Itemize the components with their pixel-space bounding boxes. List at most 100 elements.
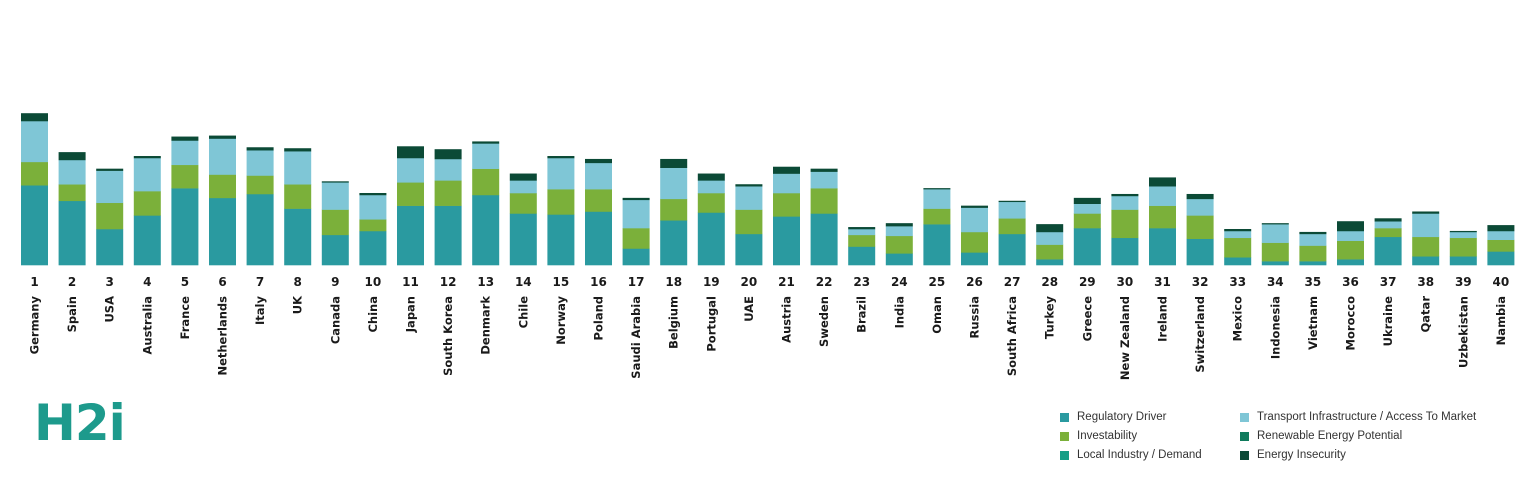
bar-segment-regulatory-driver-chile — [509, 213, 537, 266]
rank-label: 36 — [1342, 275, 1359, 289]
bar-segment-investability-spain — [58, 184, 86, 202]
bar-segment-energy-insecurity-netherlands — [209, 135, 236, 139]
bar-segment-investability-turkey — [1036, 244, 1064, 260]
bar-segment-transport-infrastructure-access-to-market-qatar — [1412, 213, 1440, 238]
rank-label: 6 — [218, 275, 226, 289]
country-label: Qatar — [1419, 296, 1433, 333]
rank-label: 24 — [891, 275, 908, 289]
bar-segment-investability-norway — [547, 189, 575, 215]
legend-item-investability: Investability — [1060, 428, 1240, 444]
country-label: Brazil — [855, 296, 869, 333]
bar-segment-regulatory-driver-saudi-arabia — [622, 248, 650, 266]
country-labels: Germany Spain USA Australia France Netherland… — [28, 295, 1508, 380]
bar-segment-investability-mexico — [1224, 237, 1252, 258]
bar-segment-regulatory-driver-france — [171, 188, 199, 266]
bar-segment-transport-infrastructure-access-to-market-japan — [397, 157, 424, 183]
bar-segment-transport-infrastructure-access-to-market-poland — [585, 162, 612, 190]
bar-segment-regulatory-driver-ukraine — [1374, 236, 1402, 266]
legend-item-local-industry-demand: Local Industry / Demand — [1060, 447, 1240, 463]
bar-segment-regulatory-driver-oman — [923, 224, 951, 266]
rank-labels: 1 2 3 4 5 6 7 8 9 10 11 12 13 14 15 16 17 18 19 20 21 22 23 24 2… — [30, 275, 1509, 289]
legend-swatch — [1240, 412, 1249, 422]
bar-segment-transport-infrastructure-access-to-market-belgium — [660, 167, 688, 200]
bar-segment-investability-brazil — [848, 234, 876, 247]
bar-segment-investability-new-zealand — [1111, 209, 1139, 239]
bar-segment-investability-saudi-arabia — [622, 228, 650, 249]
country-label: Netherlands — [216, 296, 230, 376]
bar-segment-energy-insecurity-nambia — [1487, 225, 1515, 232]
legend-swatch — [1240, 450, 1249, 460]
country-label: Norway — [554, 296, 568, 345]
bar-segment-investability-sweden — [810, 188, 838, 214]
legend-label: Energy Insecurity — [1257, 449, 1346, 461]
bar-segment-investability-germany — [21, 161, 48, 186]
bar-segment-investability-south-africa — [998, 218, 1026, 235]
country-label: Belgium — [667, 296, 681, 349]
bar-segment-regulatory-driver-india — [885, 253, 913, 266]
rank-label: 9 — [331, 275, 339, 289]
rank-label: 29 — [1079, 275, 1096, 289]
rank-label: 8 — [294, 275, 302, 289]
rank-label: 17 — [628, 275, 645, 289]
bar-segment-transport-infrastructure-access-to-market-spain — [58, 159, 86, 185]
bar-segment-energy-insecurity-turkey — [1036, 224, 1064, 233]
bar-segment-investability-russia — [961, 231, 988, 253]
country-label: France — [178, 296, 192, 340]
bar-segment-energy-insecurity-india — [885, 223, 913, 227]
legend-swatch — [1240, 431, 1249, 441]
bar-segment-investability-south-korea — [434, 180, 462, 206]
h2i-logo: H2i — [34, 394, 126, 452]
rank-label: 40 — [1493, 275, 1510, 289]
bar-segment-energy-insecurity-uzbekistan — [1449, 230, 1477, 233]
country-label: South Korea — [441, 296, 455, 376]
bar-segment-energy-insecurity-australia — [133, 156, 161, 159]
bar-segment-transport-infrastructure-access-to-market-norway — [547, 157, 575, 190]
bar-segment-investability-usa — [96, 202, 124, 230]
country-label: Ukraine — [1381, 296, 1395, 347]
bar-segment-energy-insecurity-brazil — [848, 227, 876, 230]
country-label: Italy — [253, 296, 267, 325]
rank-label: 3 — [106, 275, 114, 289]
bar-segment-energy-insecurity-vietnam — [1299, 231, 1327, 235]
bar-segment-energy-insecurity-germany — [21, 113, 48, 122]
legend-label: Transport Infrastructure / Access To Mar… — [1257, 411, 1477, 423]
bar-segment-transport-infrastructure-access-to-market-denmark — [472, 143, 500, 169]
bar-segment-investability-nambia — [1487, 239, 1515, 252]
bar-segment-energy-insecurity-chile — [509, 173, 537, 181]
bar-segment-energy-insecurity-ireland — [1149, 177, 1176, 187]
legend-swatch — [1060, 431, 1069, 441]
bar-segment-regulatory-driver-south-korea — [434, 205, 462, 266]
bar-segment-investability-morocco — [1337, 240, 1364, 260]
bar-segment-investability-ukraine — [1374, 228, 1402, 238]
country-label: South Africa — [1005, 296, 1019, 376]
legend-swatch — [1060, 412, 1069, 422]
rank-label: 1 — [30, 275, 38, 289]
bar-segment-investability-qatar — [1412, 236, 1440, 257]
bar-segment-investability-vietnam — [1299, 245, 1327, 262]
bar-segment-investability-poland — [585, 189, 612, 212]
bar-segment-regulatory-driver-canada — [321, 234, 349, 266]
bar-segment-transport-infrastructure-access-to-market-netherlands — [209, 138, 236, 175]
bar-segment-transport-infrastructure-access-to-market-indonesia — [1261, 224, 1289, 243]
bar-segment-investability-oman — [923, 208, 951, 225]
rank-label: 2 — [68, 275, 76, 289]
bar-segment-transport-infrastructure-access-to-market-india — [885, 226, 913, 237]
country-label: Sweden — [817, 296, 831, 347]
country-label: Greece — [1080, 296, 1094, 342]
rank-label: 33 — [1229, 275, 1246, 289]
bar-segment-energy-insecurity-south-korea — [434, 149, 462, 160]
bar-segment-energy-insecurity-uk — [284, 148, 312, 152]
rank-label: 35 — [1305, 275, 1322, 289]
bar-segment-transport-infrastructure-access-to-market-portugal — [697, 180, 725, 194]
bar-segment-investability-canada — [321, 209, 349, 236]
bar-segment-regulatory-driver-indonesia — [1261, 261, 1289, 266]
rank-label: 5 — [181, 275, 189, 289]
bar-segment-transport-infrastructure-access-to-market-china — [359, 194, 387, 220]
bar-segment-energy-insecurity-new-zealand — [1111, 193, 1139, 197]
legend-item-regulatory-driver: Regulatory Driver — [1060, 409, 1240, 425]
country-label: Ireland — [1156, 296, 1170, 342]
bar-segment-regulatory-driver-australia — [133, 215, 161, 266]
bar-segment-energy-insecurity-switzerland — [1186, 193, 1214, 200]
bar-segment-transport-infrastructure-access-to-market-uk — [284, 151, 312, 185]
bar-segment-investability-greece — [1073, 213, 1101, 229]
